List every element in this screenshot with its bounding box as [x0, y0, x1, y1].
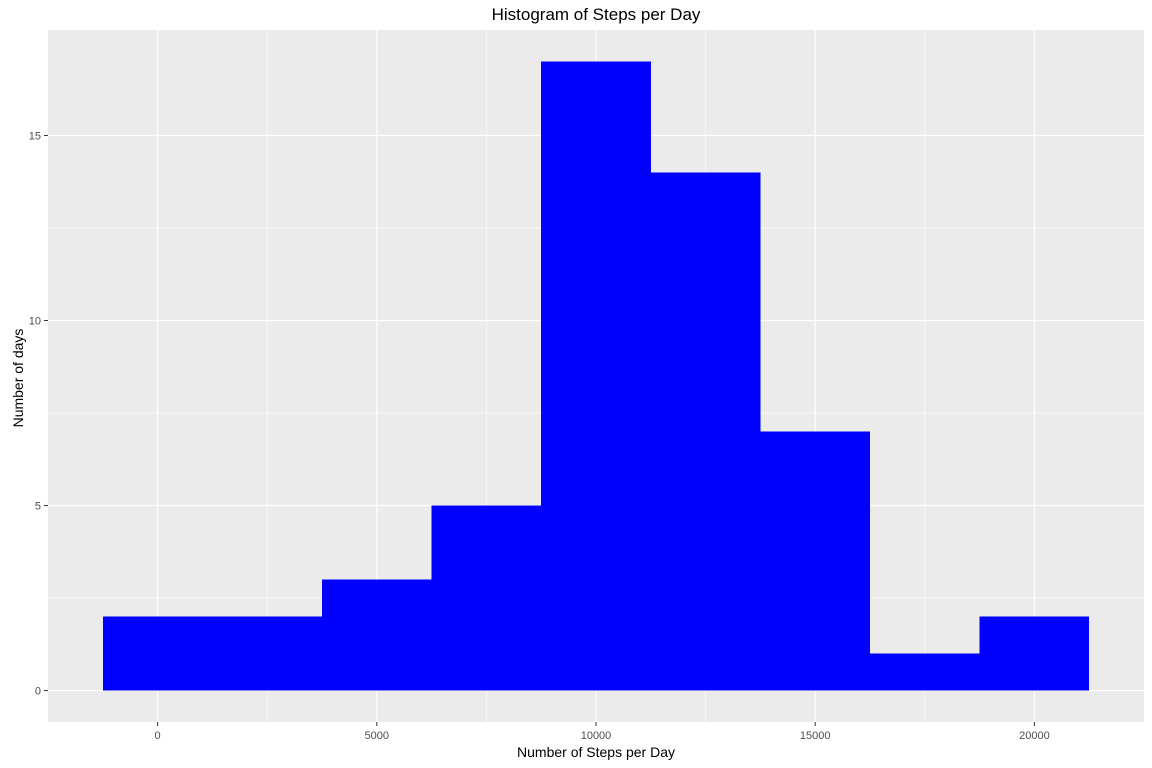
y-axis-ticks: 0 5 10 15: [29, 130, 48, 698]
histogram-bar: [212, 616, 322, 691]
histogram-bar: [650, 172, 761, 691]
y-tick-label: 0: [35, 686, 41, 698]
histogram-bar: [431, 505, 542, 691]
x-tick-label: 10000: [581, 730, 612, 742]
histogram-bar: [760, 431, 870, 691]
x-tick-label: 0: [155, 730, 161, 742]
x-axis-ticks: 0 5000 10000 15000 20000: [155, 722, 1050, 742]
chart-title: Histogram of Steps per Day: [491, 5, 701, 24]
x-tick-label: 20000: [1019, 730, 1050, 742]
histogram-bar: [322, 579, 432, 691]
y-tick-label: 5: [35, 501, 41, 513]
y-tick-label: 15: [29, 130, 41, 142]
histogram-bars: [102, 61, 1090, 691]
y-tick-label: 10: [29, 315, 41, 327]
x-tick-label: 15000: [800, 730, 831, 742]
x-axis-title: Number of Steps per Day: [517, 744, 675, 760]
histogram-bar: [102, 616, 213, 691]
histogram-bar: [870, 653, 980, 691]
histogram-bar: [541, 61, 651, 691]
x-tick-label: 5000: [365, 730, 389, 742]
histogram-bar: [979, 616, 1090, 691]
y-axis-title: Number of days: [10, 328, 26, 428]
